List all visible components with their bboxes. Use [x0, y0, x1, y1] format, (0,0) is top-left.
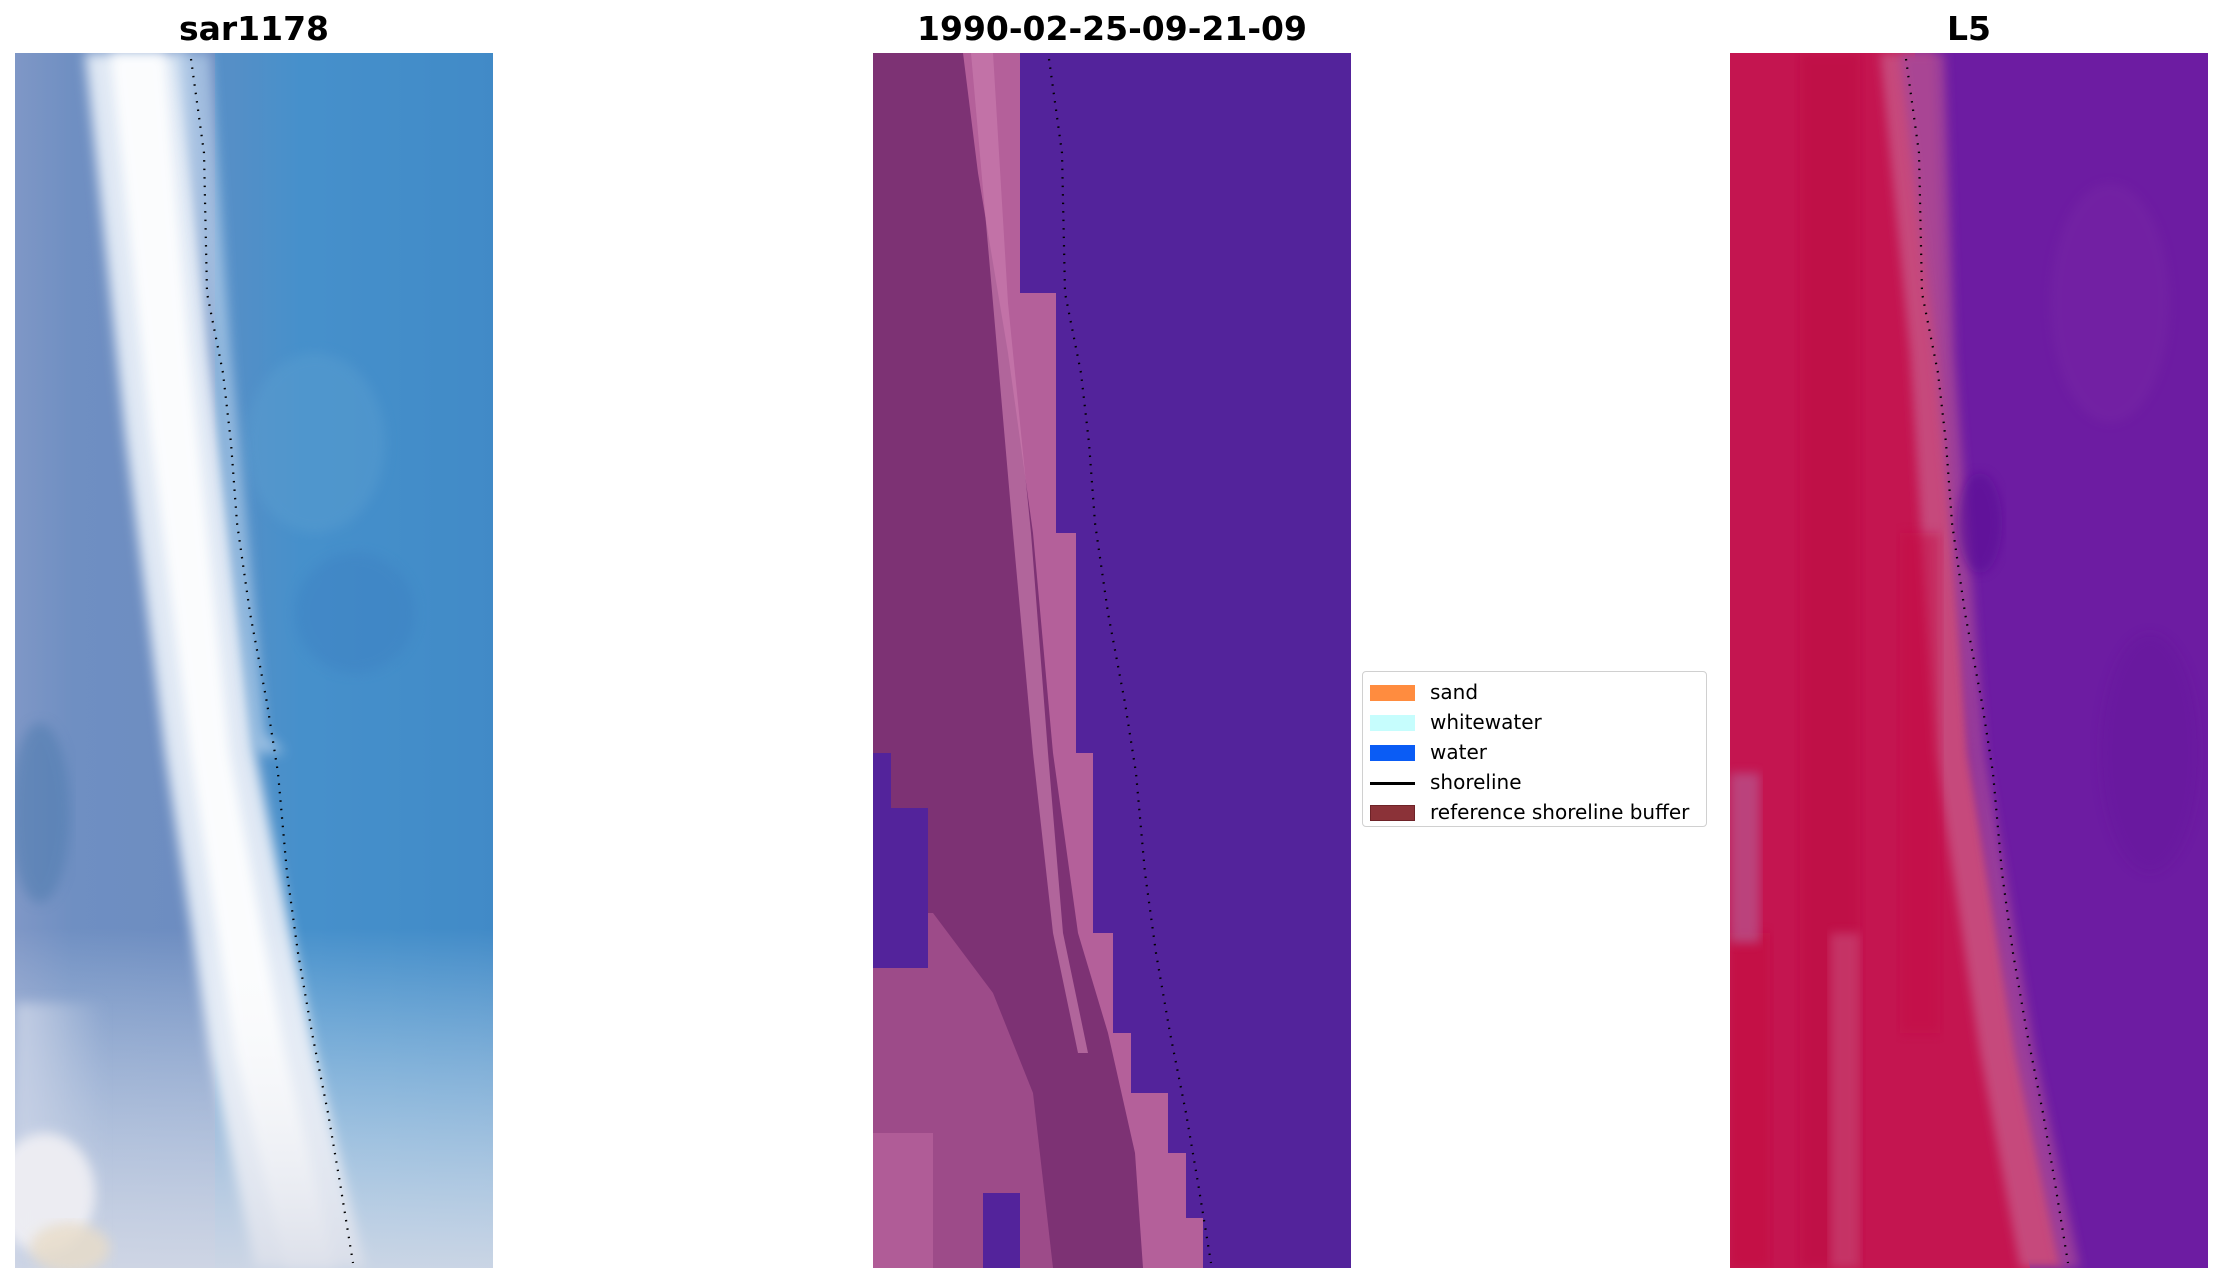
panel-title: 1990-02-25-09-21-09 [917, 9, 1307, 48]
panel-classified-image: 1990-02-25-09-21-09 [873, 0, 1351, 1283]
panel-title: L5 [1947, 9, 1991, 48]
panel-title: sar1178 [178, 9, 330, 48]
legend-item-reference-shoreline-buffer: reference shoreline buffer [1363, 796, 1708, 826]
legend-label: whitewater [1430, 710, 1542, 734]
legend-label: water [1430, 740, 1487, 764]
legend-item-water: water [1363, 736, 1708, 766]
panel-rgb-image: sar1178 [15, 0, 493, 1283]
shoreline-line-swatch [1370, 782, 1415, 785]
rgb-satellite-image [15, 53, 493, 1268]
whitewater-swatch [1370, 715, 1415, 731]
buffer-swatch [1370, 805, 1415, 821]
legend-item-shoreline: shoreline [1363, 766, 1708, 796]
legend-label: shoreline [1430, 770, 1522, 794]
classified-image [873, 53, 1351, 1268]
panel-false-color-image: L5 [1730, 0, 2208, 1283]
sand-swatch [1370, 685, 1415, 701]
legend-item-whitewater: whitewater [1363, 706, 1708, 736]
false-color-image [1730, 53, 2208, 1268]
legend-item-sand: sand [1363, 676, 1708, 706]
legend: sand whitewater water shoreline referenc… [1362, 671, 1707, 827]
legend-label: reference shoreline buffer [1430, 800, 1690, 824]
legend-label: sand [1430, 680, 1479, 704]
water-swatch [1370, 745, 1415, 761]
